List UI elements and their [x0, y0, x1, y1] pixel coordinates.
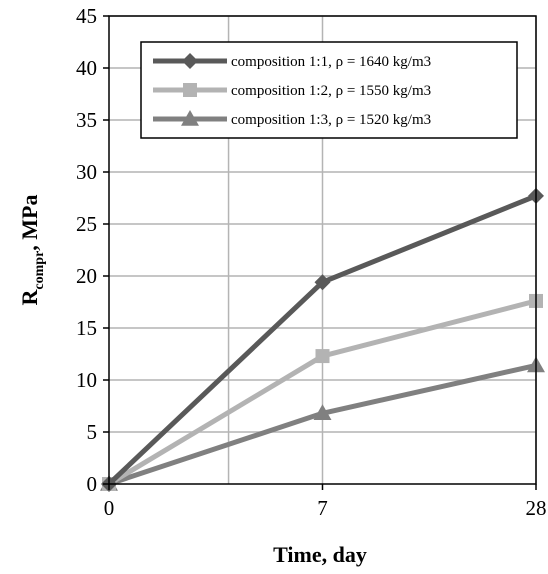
legend-marker-1	[182, 53, 198, 69]
y-axis-title: Rcompr, MPa	[17, 195, 47, 306]
y-tick-label: 20	[76, 264, 97, 288]
legend: composition 1:1, ρ = 1640 kg/m3 compositi…	[140, 41, 518, 139]
data-point-series-1	[314, 274, 331, 291]
data-point-series-3	[313, 404, 332, 421]
axes: 0 5 10 15 20 25 30 35 40 45 0 7 28	[76, 4, 547, 520]
x-tick-label: 7	[317, 496, 328, 520]
y-axis-title-main: R	[17, 288, 42, 305]
plot-border	[108, 15, 537, 485]
y-tick-label: 5	[87, 420, 98, 444]
y-tick-label: 40	[76, 56, 97, 80]
x-tick-label: 0	[104, 496, 115, 520]
legend-marker-3	[181, 110, 199, 126]
y-tick-label: 45	[76, 4, 97, 28]
y-tick-label: 25	[76, 212, 97, 236]
legend-label-1: composition 1:1, ρ = 1640 kg/m3	[231, 54, 431, 70]
y-tick-label: 30	[76, 160, 97, 184]
x-axis-title: Time, day	[273, 542, 367, 567]
y-tick-label: 35	[76, 108, 97, 132]
x-tick-label: 28	[526, 496, 547, 520]
legend-label-3: composition 1:3, ρ = 1520 kg/m3	[231, 112, 431, 128]
y-tick-label: 10	[76, 368, 97, 392]
y-tick-label: 0	[87, 472, 98, 496]
y-axis-title-sub: compr	[32, 251, 47, 290]
legend-label-2: composition 1:2, ρ = 1550 kg/m3	[231, 83, 431, 99]
y-tick-label: 15	[76, 316, 97, 340]
data-point-series-2	[315, 349, 330, 364]
y-axis-title-rest: , MPa	[17, 195, 42, 251]
plot-series	[100, 187, 545, 492]
legend-marker-2	[183, 83, 197, 97]
